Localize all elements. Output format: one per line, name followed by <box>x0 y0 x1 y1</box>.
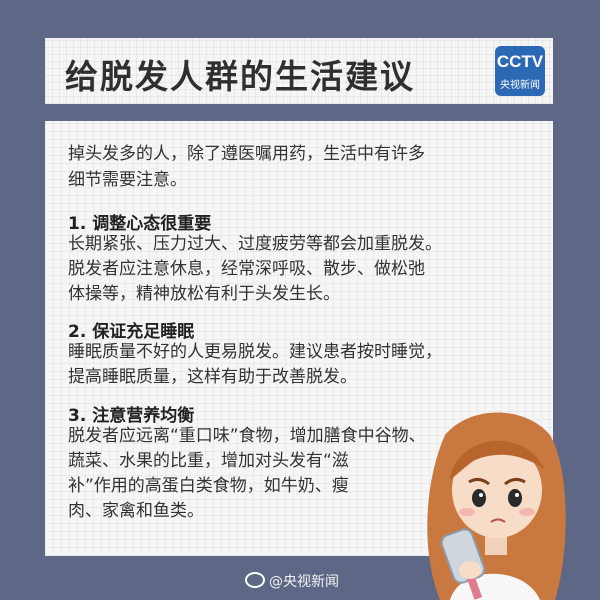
intro-line-2: 细节需要注意。 <box>68 170 187 190</box>
cctv-logo: CCTV 央视新闻 <box>495 46 545 96</box>
section-3-heading: 3. 注意营养均衡 <box>68 406 195 426</box>
section-1-line: 体操等，精神放松有利于头发生长。 <box>68 284 340 304</box>
section-3-line: 脱发者应远离“重口味”食物，增加膳食中谷物、 <box>68 426 426 446</box>
logo-text: CCTV <box>496 52 544 71</box>
section-2-line: 提高睡眠质量，这样有助于改善脱发。 <box>68 367 357 387</box>
footer-credit: @央视新闻 <box>245 571 339 591</box>
section-1-line: 长期紧张、压力过大、过度疲劳等都会加重脱发。 <box>68 234 442 254</box>
section-2-heading: 2. 保证充足睡眠 <box>68 322 195 342</box>
section-1-line: 脱发者应注意休息，经常深呼吸、散步、做松弛 <box>68 259 425 279</box>
section-2-line: 睡眠质量不好的人更易脱发。建议患者按时睡觉， <box>68 342 442 362</box>
content-panel: 掉头发多的人，除了遵医嘱用药，生活中有许多 细节需要注意。 1. 调整心态很重要… <box>45 121 553 556</box>
worried-girl-illustration <box>427 412 566 600</box>
section-3-line: 肉、家禽和鱼类。 <box>68 501 204 521</box>
intro-line-1: 掉头发多的人，除了遵医嘱用药，生活中有许多 <box>68 144 425 164</box>
logo-subtext: 央视新闻 <box>500 80 540 91</box>
section-3-line: 蔬菜、水果的比重，增加对头发有“滋 <box>68 451 349 471</box>
section-3-line: 补”作用的高蛋白类食物，如牛奶、瘦 <box>68 476 349 496</box>
footer-text: @央视新闻 <box>269 574 339 590</box>
weibo-icon <box>245 572 265 588</box>
page-title: 给脱发人群的生活建议 <box>65 57 415 96</box>
section-1-heading: 1. 调整心态很重要 <box>68 214 212 234</box>
title-banner: 给脱发人群的生活建议 CCTV 央视新闻 <box>45 38 553 104</box>
